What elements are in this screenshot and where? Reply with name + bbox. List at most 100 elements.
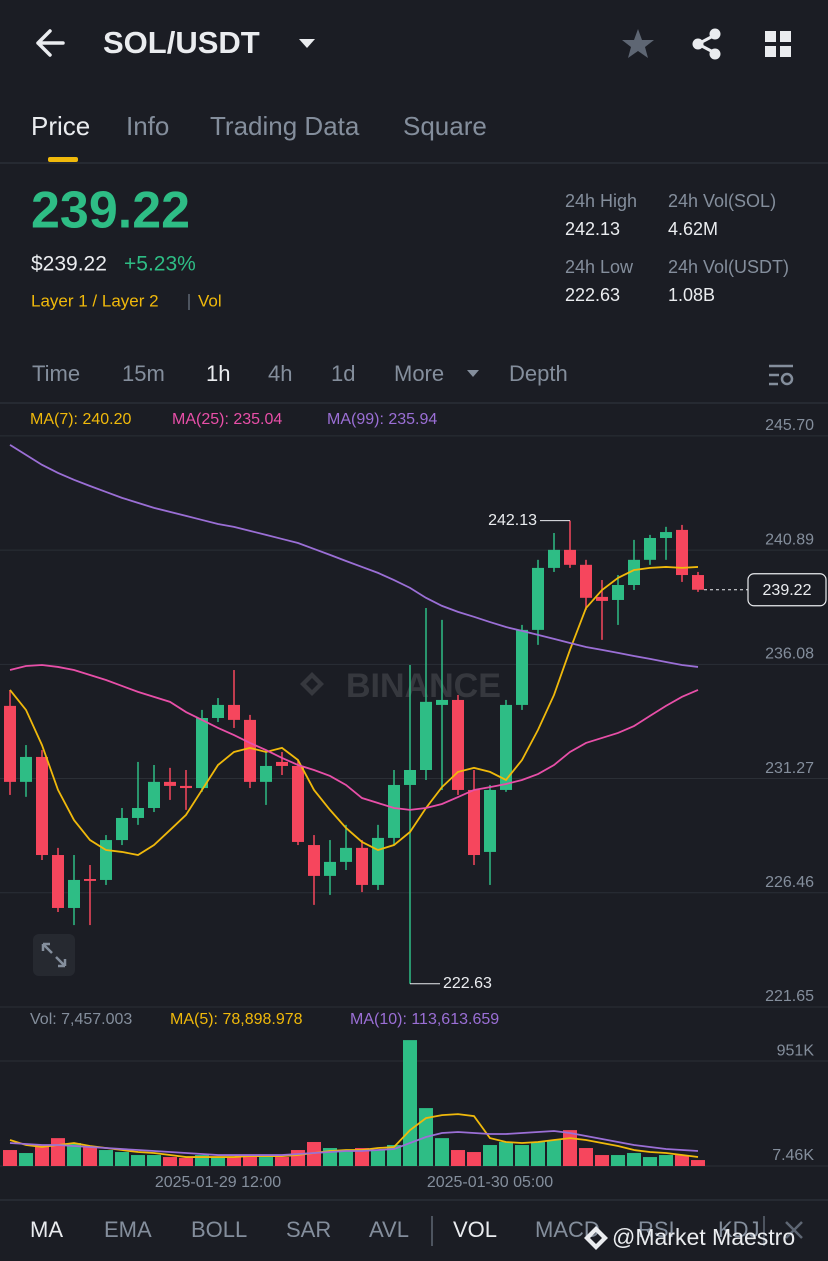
volume-bar (259, 1157, 273, 1166)
candle-body (660, 532, 672, 538)
vol-ma-legend: MA(10): 113,613.659 (350, 1011, 499, 1028)
y-tick-label: 221.65 (765, 988, 814, 1005)
last-price-label: 239.22 (763, 582, 812, 599)
candle-body (292, 765, 304, 842)
volume-bar (51, 1138, 65, 1166)
layout-cell (765, 31, 776, 42)
tab[interactable]: Info (126, 111, 169, 141)
candle-body (372, 837, 384, 885)
expand-button[interactable] (33, 934, 75, 976)
timeframe[interactable]: 4h (268, 361, 292, 386)
volume-bar (275, 1157, 289, 1166)
timeframe[interactable]: 1d (331, 361, 355, 386)
favorite-star[interactable] (622, 29, 654, 58)
timeframe[interactable]: 15m (122, 361, 165, 386)
volume-bar (115, 1152, 129, 1166)
candle-body (196, 717, 208, 789)
volume-bar (579, 1148, 593, 1166)
volume-bar (403, 1040, 417, 1166)
indicator[interactable]: SAR (286, 1217, 331, 1242)
volume-bar (339, 1150, 353, 1166)
stat-label: 24h Low (565, 257, 634, 277)
timeframe[interactable]: More (394, 361, 444, 386)
more-caret (467, 370, 479, 377)
candle-body (116, 817, 128, 841)
candle-body (692, 575, 704, 590)
candle-body (228, 704, 240, 720)
candle-body (484, 789, 496, 852)
candle-body (20, 756, 32, 782)
layout-cell (765, 46, 776, 57)
candle-body (180, 785, 192, 789)
tag[interactable]: Vol (198, 291, 222, 310)
layout-button[interactable] (765, 31, 791, 57)
tab[interactable]: Trading Data (210, 111, 360, 141)
back-arrow (36, 29, 65, 57)
tag[interactable]: Layer 1 / Layer 2 (31, 291, 159, 310)
volume-bar (483, 1145, 497, 1166)
back-button[interactable] (36, 29, 65, 57)
candle-body (436, 699, 448, 705)
stat-label: 24h Vol(SOL) (668, 191, 776, 211)
candle-body (68, 879, 80, 908)
x-tick-label: 2025-01-29 12:00 (155, 1174, 281, 1191)
timeframe[interactable]: Depth (509, 361, 568, 386)
y-tick-label: 226.46 (765, 874, 814, 891)
volume-bar (451, 1150, 465, 1166)
timeframe[interactable]: Time (32, 361, 80, 386)
candle-body (420, 701, 432, 770)
y-tick-label: 240.89 (765, 531, 814, 548)
chart-settings[interactable] (769, 364, 794, 386)
settings-gear (780, 372, 794, 386)
indicator[interactable]: EMA (104, 1217, 152, 1242)
layout-cell (780, 31, 791, 42)
indicator-settings[interactable] (785, 1221, 803, 1239)
stat-label: 24h High (565, 191, 637, 211)
volume-bar (307, 1142, 321, 1166)
volume-bar (3, 1150, 17, 1166)
timeframe[interactable]: 1h (206, 361, 230, 386)
stat-value: 4.62M (668, 219, 718, 239)
candle-body (452, 699, 464, 790)
share-dot (709, 48, 721, 60)
price-change: +5.23% (124, 253, 196, 276)
watermark-logo (584, 1226, 608, 1250)
tab[interactable]: Square (403, 111, 487, 141)
volume-bar (435, 1138, 449, 1166)
ma-legend: MA(25): 235.04 (172, 411, 282, 428)
ma-line (9, 1130, 699, 1156)
volume-bar (179, 1158, 193, 1166)
volume-bar (675, 1155, 689, 1166)
volume-bar (163, 1157, 177, 1166)
tab[interactable]: Price (31, 111, 90, 141)
indicator[interactable]: KDJ (718, 1217, 760, 1242)
stat-value: 1.08B (668, 285, 715, 305)
volume-bar (243, 1155, 257, 1166)
candle-body (580, 564, 592, 598)
y-tick-label: 245.70 (765, 417, 814, 434)
indicator[interactable]: AVL (369, 1217, 409, 1242)
volume-bar (595, 1155, 609, 1166)
tab-indicator (48, 157, 78, 162)
pair-dropdown[interactable] (299, 39, 315, 48)
chart-watermark: BINANCE (346, 667, 501, 705)
high-label: 242.13 (488, 512, 537, 529)
volume-bar (499, 1142, 513, 1166)
indicator[interactable]: MACD (535, 1217, 600, 1242)
volume-bar (691, 1160, 705, 1166)
indicator[interactable]: VOL (453, 1217, 497, 1242)
indicator[interactable]: RSI (638, 1217, 675, 1242)
volume-bar (211, 1157, 225, 1166)
candle-body (404, 769, 416, 785)
share-dot (692, 38, 704, 50)
candle-body (52, 855, 64, 908)
pair-title[interactable]: SOL/USDT (103, 25, 260, 60)
candle-body (36, 756, 48, 856)
volume-bar (99, 1150, 113, 1166)
candle-body (100, 840, 112, 880)
share-button[interactable] (692, 28, 721, 60)
indicator[interactable]: BOLL (191, 1217, 247, 1242)
vol-ma-legend: MA(5): 78,898.978 (170, 1011, 303, 1028)
candle-body (644, 537, 656, 560)
indicator[interactable]: MA (30, 1217, 63, 1242)
